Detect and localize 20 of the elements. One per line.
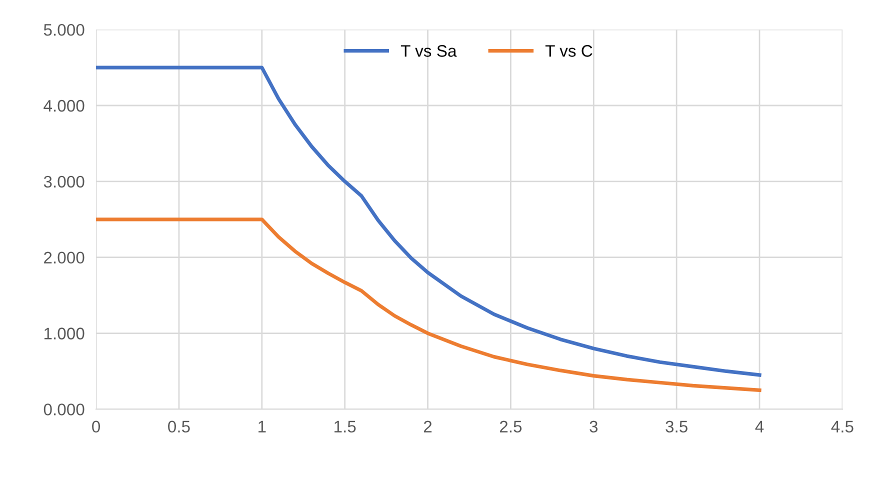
y-tick-label: 0.000 xyxy=(44,404,84,416)
y-tick-label: 4.000 xyxy=(44,100,84,112)
y-tick-label: 2.000 xyxy=(44,252,84,264)
y-tick-label: 3.000 xyxy=(44,176,84,188)
x-tick-label: 2 xyxy=(424,420,432,432)
x-tick-label: 1.5 xyxy=(334,420,356,433)
x-tick-label: 4.5 xyxy=(831,420,854,433)
line-series xyxy=(96,218,762,392)
x-tick-label: 4 xyxy=(755,420,764,432)
x-tick-label: 2.5 xyxy=(500,420,522,433)
y-tick-label: 5.000 xyxy=(44,24,84,36)
line-series xyxy=(96,66,762,377)
legend-label: T vs C xyxy=(545,45,592,57)
x-tick-label: 0.5 xyxy=(168,420,190,433)
x-tick-label: 0 xyxy=(92,420,100,433)
legend-label: T vs Sa xyxy=(400,45,457,57)
x-tick-label: 3 xyxy=(590,420,598,433)
x-tick-label: 1 xyxy=(258,420,266,432)
y-tick-label: 1.000 xyxy=(44,328,84,340)
x-tick-label: 3.5 xyxy=(666,420,688,433)
